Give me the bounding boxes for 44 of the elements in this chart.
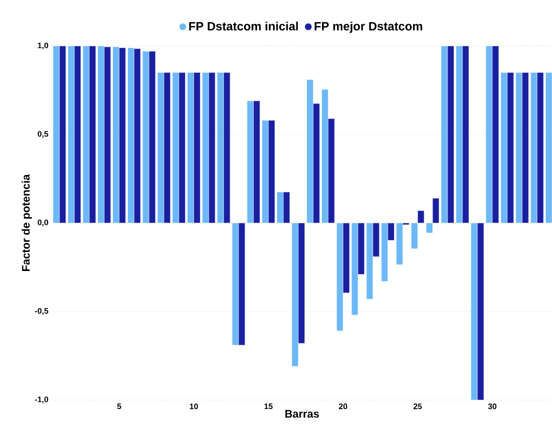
- bar: [381, 222, 388, 282]
- bar: [238, 222, 246, 346]
- bar: [516, 72, 522, 224]
- bar: [187, 72, 194, 224]
- bar: [112, 46, 120, 224]
- bar: [486, 46, 492, 224]
- bar: [283, 192, 290, 224]
- bar: [396, 222, 403, 265]
- bar: [432, 198, 440, 224]
- bar: [388, 222, 394, 240]
- bar: [217, 72, 224, 224]
- bar: [223, 72, 230, 224]
- bar: [313, 103, 320, 224]
- bar: [148, 51, 156, 224]
- bar: [342, 222, 350, 294]
- bar: [411, 222, 418, 249]
- bar: [358, 222, 365, 274]
- bar: [202, 72, 209, 224]
- bar: [530, 72, 538, 224]
- x-axis-title: Barras: [285, 410, 319, 418]
- bar: [82, 46, 90, 224]
- bar: [522, 72, 529, 224]
- legend-label: FP Dstatcom inicial: [189, 22, 298, 30]
- bar: [134, 48, 141, 224]
- bar: [507, 72, 514, 224]
- bar: [178, 72, 186, 224]
- bar: [98, 46, 104, 224]
- bar: [253, 100, 260, 224]
- bar: [298, 222, 305, 344]
- bar: [372, 222, 380, 257]
- bar: [164, 72, 171, 224]
- legend-label: FP mejor Dstatcom: [314, 22, 422, 33]
- bar: [306, 79, 314, 224]
- bar: [292, 222, 298, 367]
- y-axis-title: Factor de potencia: [22, 174, 32, 271]
- bar: [128, 48, 134, 224]
- bar: [268, 120, 275, 224]
- bar: [500, 72, 508, 224]
- bar: [208, 72, 216, 224]
- bar: [194, 72, 200, 224]
- bar: [536, 72, 544, 224]
- bar: [322, 89, 328, 224]
- bar: [418, 210, 424, 224]
- bar: [328, 118, 335, 224]
